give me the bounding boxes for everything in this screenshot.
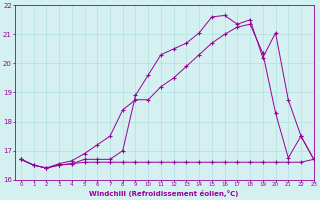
X-axis label: Windchill (Refroidissement éolien,°C): Windchill (Refroidissement éolien,°C)	[90, 190, 239, 197]
